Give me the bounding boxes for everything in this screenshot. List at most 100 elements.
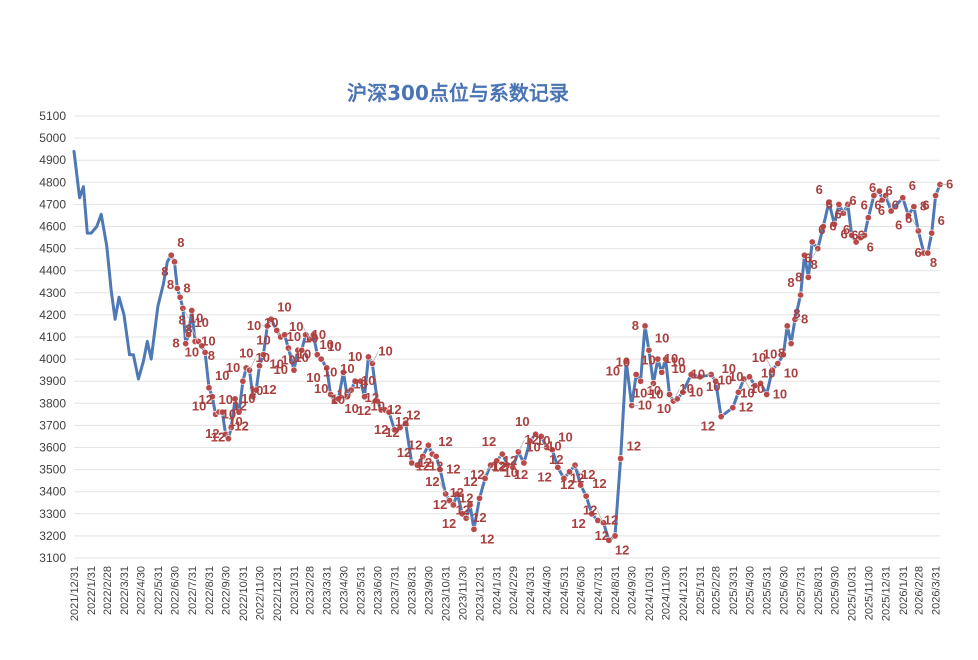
x-tick-label: 2025/8/31	[813, 566, 825, 615]
data-point	[402, 419, 410, 427]
coefficient-label: 10	[378, 344, 392, 359]
data-point	[290, 366, 298, 374]
data-point	[208, 393, 216, 401]
x-tick-label: 2024/2/29	[508, 566, 520, 615]
x-tick-label: 2024/4/30	[542, 566, 554, 615]
data-point	[470, 525, 478, 533]
x-tick-label: 2022/5/31	[153, 566, 165, 615]
data-point	[436, 466, 444, 474]
coefficient-label: 12	[234, 419, 248, 434]
y-tick-label: 3900	[39, 374, 66, 388]
data-point	[654, 355, 662, 363]
data-point	[641, 322, 649, 330]
coefficient-label: 8	[177, 235, 184, 250]
data-point	[396, 424, 404, 432]
coefficient-label: 8	[632, 318, 639, 333]
coefficient-label: 12	[604, 512, 618, 527]
data-point	[848, 231, 856, 239]
data-point	[171, 258, 179, 266]
coefficient-label: 10	[729, 369, 743, 384]
coefficient-label: 12	[581, 467, 595, 482]
coefficient-label: 10	[773, 386, 787, 401]
x-tick-label: 2023/8/31	[407, 566, 419, 615]
data-point	[458, 510, 466, 518]
coefficient-label: 6	[805, 251, 812, 266]
data-point	[182, 340, 190, 348]
coefficient-label: 10	[340, 361, 354, 376]
x-tick-label: 2024/9/30	[627, 566, 639, 615]
coefficient-label: 10	[761, 366, 775, 381]
coefficient-label: 10	[606, 363, 620, 378]
data-point	[413, 461, 421, 469]
coefficient-label: 6	[861, 198, 868, 213]
data-point	[298, 346, 306, 354]
coefficient-label: 6	[885, 183, 892, 198]
coefficient-label: 10	[281, 352, 295, 367]
coefficient-label: 10	[194, 315, 208, 330]
coefficient-label: 10	[722, 361, 736, 376]
data-point	[870, 192, 878, 200]
coefficient-label: 12	[592, 476, 606, 491]
y-tick-label: 4700	[39, 197, 66, 211]
coefficient-label: 10	[536, 433, 550, 448]
data-point	[267, 315, 275, 323]
coefficient-label: 10	[784, 366, 798, 381]
coefficient-label: 8	[930, 255, 937, 270]
coefficient-label: 10	[192, 399, 206, 414]
data-point	[729, 404, 737, 412]
x-tick-label: 2025/7/31	[796, 566, 808, 615]
data-point	[520, 459, 528, 467]
coefficient-label: 10	[327, 339, 341, 354]
coefficient-label: 10	[319, 337, 333, 352]
data-point	[687, 371, 695, 379]
data-point	[198, 342, 206, 350]
coefficient-label: 10	[616, 355, 630, 370]
coefficient-label: 8	[793, 306, 800, 321]
y-tick-label: 3300	[39, 507, 66, 521]
coefficient-label: 10	[647, 383, 661, 398]
data-point	[696, 373, 704, 381]
coefficient-label: 8	[810, 257, 817, 272]
coefficient-label: 12	[595, 528, 609, 543]
coefficient-label: 10	[718, 372, 732, 387]
y-tick-label: 3600	[39, 441, 66, 455]
coefficient-label: 6	[895, 217, 902, 232]
data-point	[783, 322, 791, 330]
coefficient-label: 12	[450, 485, 464, 500]
coefficient-label: 10	[241, 391, 255, 406]
x-tick-label: 2024/7/31	[593, 566, 605, 615]
coefficient-label: 10	[657, 401, 671, 416]
data-point	[476, 494, 484, 502]
data-point	[797, 291, 805, 299]
coefficient-label: 12	[416, 458, 430, 473]
data-point	[252, 386, 260, 394]
coefficient-label: 6	[878, 203, 885, 218]
coefficient-label: 12	[472, 510, 486, 525]
coefficient-label: 6	[915, 245, 922, 260]
y-tick-label: 5000	[39, 131, 66, 145]
label-leader	[842, 201, 850, 214]
label-leader	[743, 378, 751, 390]
data-point	[588, 510, 596, 518]
data-point	[231, 395, 239, 403]
coefficient-label: 6	[858, 227, 865, 242]
data-point	[852, 238, 860, 246]
x-tick-label: 2022/3/31	[119, 566, 131, 615]
x-tick-label: 2022/1/31	[86, 566, 98, 615]
coefficient-label: 8	[183, 280, 190, 295]
coefficient-label: 8	[920, 199, 927, 214]
y-axis-ticks: 3100 3200 3300 3400 3500 3600 3700 3800 3900 4000…	[39, 109, 66, 565]
data-point	[526, 437, 534, 445]
x-tick-label: 2026/2/28	[913, 566, 925, 615]
coefficient-label: 10	[750, 381, 764, 396]
coefficient-label: 12	[482, 434, 496, 449]
label-leader	[192, 329, 199, 342]
x-tick-label: 2025/5/31	[762, 566, 774, 615]
x-tick-label: 2024/3/31	[525, 566, 537, 615]
label-leader	[673, 388, 680, 402]
data-point	[637, 377, 645, 385]
label-leader	[439, 481, 446, 495]
x-tick-label: 2025/11/30	[863, 566, 875, 620]
coefficient-label: 12	[514, 467, 528, 482]
